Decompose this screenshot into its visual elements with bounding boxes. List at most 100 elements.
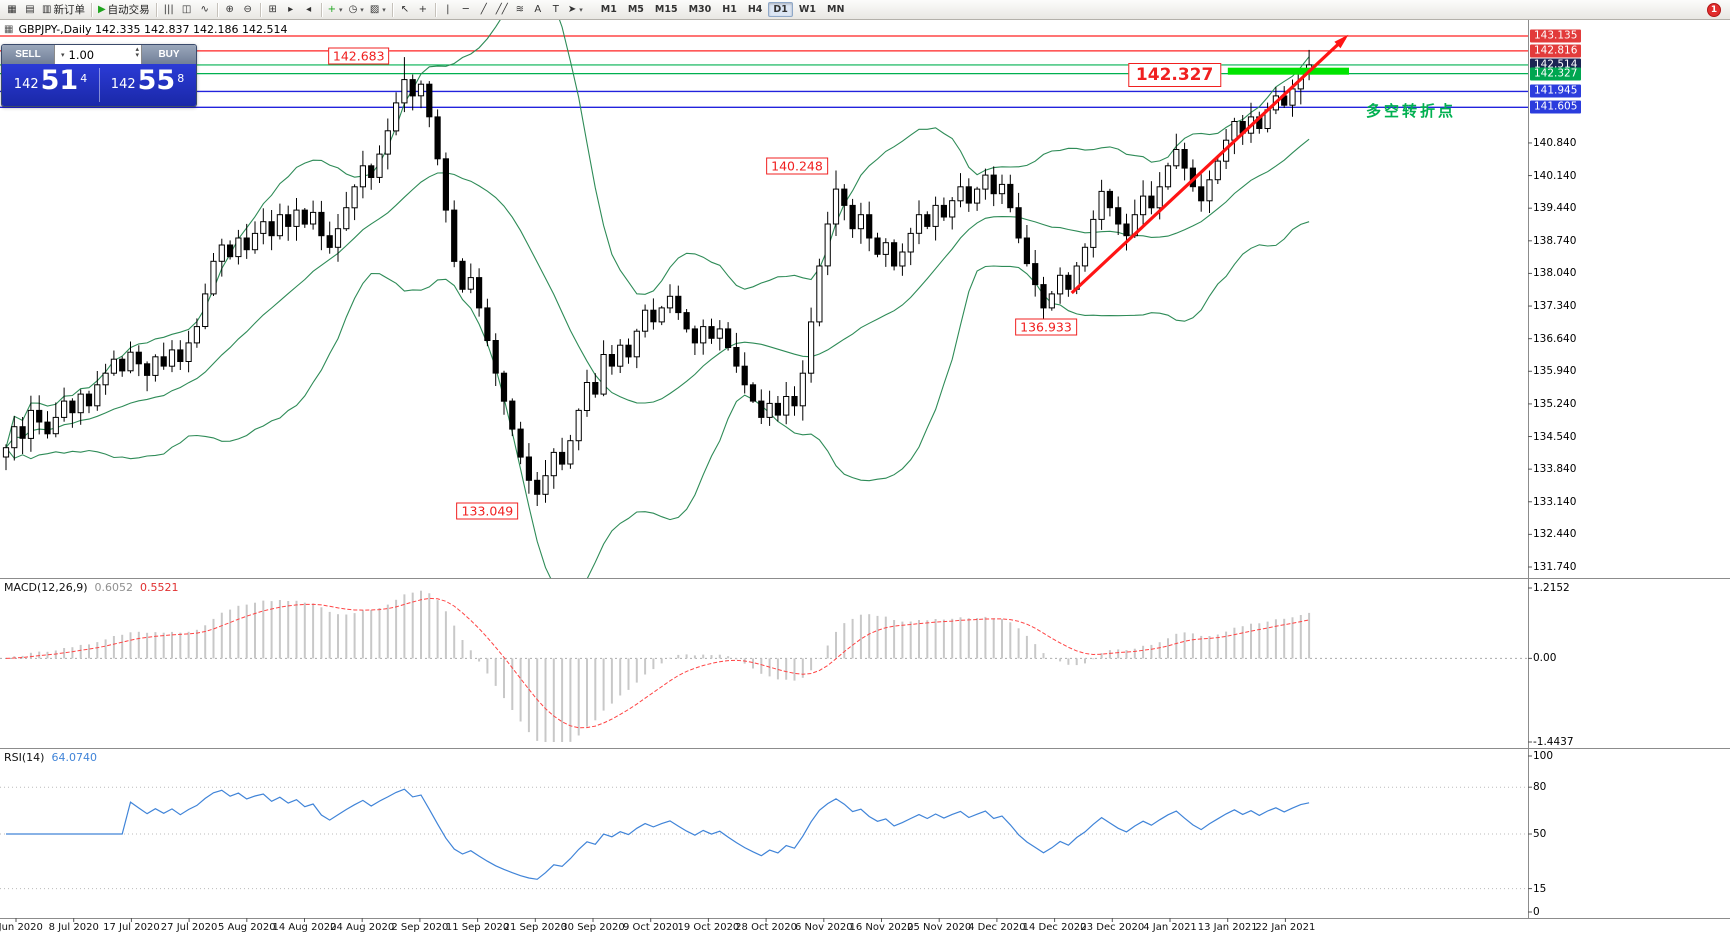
crosshair-button[interactable]: + xyxy=(414,2,432,18)
timeframe-mn[interactable]: MN xyxy=(826,4,845,15)
text-label-button[interactable]: T xyxy=(547,2,565,18)
line-chart-button[interactable]: ∿ xyxy=(196,2,214,18)
templates-icon: ▨ xyxy=(369,3,380,15)
volume-field[interactable]: ▾ 1.00 ▴ ▾ xyxy=(54,45,142,64)
timeframe-m30[interactable]: M30 xyxy=(688,4,712,15)
zoom-out-icon: ⊖ xyxy=(243,3,252,15)
sell-price-sup: 4 xyxy=(80,72,88,86)
sell-price-prefix: 142 xyxy=(13,76,39,92)
macd-label: MACD(12,26,9) 0.6052 0.5521 xyxy=(4,581,179,594)
cursor-button[interactable]: ↖ xyxy=(396,2,414,18)
new-order-button[interactable]: ▥ 新订单 xyxy=(39,2,88,18)
auto-trading-button-label: 自动交易 xyxy=(107,4,150,16)
rsi-label: RSI(14) 64.0740 xyxy=(4,751,97,764)
trade-panel-prices: 142 51 4 142 55 8 xyxy=(2,64,196,106)
macd-name: MACD(12,26,9) xyxy=(4,581,88,594)
one-click-trade-panel: SELL ▾ 1.00 ▴ ▾ BUY 142 51 4 142 55 8 xyxy=(1,44,197,107)
chart-shift-button[interactable]: ◂ xyxy=(300,2,318,18)
resistance-zone-highlight[interactable] xyxy=(1227,67,1349,75)
toolbar-separator xyxy=(320,2,322,17)
candle-chart-button[interactable]: ◫ xyxy=(178,2,196,18)
macd-main-value: 0.6052 xyxy=(94,581,134,594)
volume-up-button[interactable]: ▴ xyxy=(135,45,139,53)
rsi-value: 64.0740 xyxy=(51,751,97,764)
volume-value[interactable]: 1.00 xyxy=(68,47,95,62)
chart-tab-icon: ▦ xyxy=(4,24,14,35)
timeframe-h1[interactable]: H1 xyxy=(722,4,737,15)
quote-bar: ▦ GBPJPY-,Daily 142.335 142.837 142.186 … xyxy=(4,23,287,36)
tile-windows-button[interactable]: ⊞ xyxy=(264,2,282,18)
crosshair-icon: + xyxy=(418,3,427,15)
zoom-in-icon: ⊕ xyxy=(225,3,234,15)
toolbar-separator xyxy=(434,2,436,17)
trend-arrow-line[interactable] xyxy=(1070,36,1346,295)
candlesticks xyxy=(2,49,1313,506)
toolbar-separator xyxy=(155,2,157,17)
indicators-button[interactable]: + ▾ xyxy=(325,2,346,18)
zoom-out-button[interactable]: ⊖ xyxy=(239,2,257,18)
dropdown-caret-icon[interactable]: ▾ xyxy=(382,5,386,14)
macd-signal-line xyxy=(5,597,1310,729)
zoom-in-button[interactable]: ⊕ xyxy=(221,2,239,18)
vertical-line-icon: | xyxy=(446,3,450,15)
timeframe-m1[interactable]: M1 xyxy=(600,4,617,15)
dropdown-caret-icon[interactable]: ▾ xyxy=(579,5,583,14)
timeframe-group: M1 M5 M15 M30 H1 H4 D1 W1 MN xyxy=(596,2,850,17)
buy-price-big: 55 xyxy=(137,65,176,97)
templates-button[interactable]: ▨ ▾ xyxy=(367,2,389,18)
periods-icon: ◷ xyxy=(348,3,358,15)
timeframe-w1[interactable]: W1 xyxy=(798,4,816,15)
line-chart-icon: ∿ xyxy=(200,3,209,15)
auto-scroll-button[interactable]: ▸ xyxy=(282,2,300,18)
channel-button[interactable]: ╱╱ xyxy=(493,2,511,18)
indicators-icon: + xyxy=(327,3,337,15)
vertical-line-button[interactable]: | xyxy=(439,2,457,18)
auto-trading-button[interactable]: ▶ 自动交易 xyxy=(95,2,153,18)
macd-signal-value: 0.5521 xyxy=(140,581,179,594)
chart-shift-icon: ◂ xyxy=(306,3,312,15)
volume-spinner: ▴ ▾ xyxy=(135,45,139,59)
notification-badge[interactable]: 1 xyxy=(1707,2,1721,17)
rsi-line xyxy=(6,788,1310,880)
bar-chart-button[interactable]: ||| xyxy=(160,2,178,18)
chart-window-icon: ▦ xyxy=(7,3,17,15)
turning-point-note[interactable]: 多空转折点 xyxy=(1366,102,1457,120)
toolbar: ▦ ▤ ▥ 新订单 ▶ 自动交易 ||| ◫ ∿ ⊕ ⊖ ⊞ ▸ ◂ + ▾ ◷ ▾ ▨ ▾ ↖ + | ─ ╱ ╱╱ ≋ A T ➤ ▾ M… xyxy=(0,0,1730,20)
horizontal-line-button[interactable]: ─ xyxy=(457,2,475,18)
dropdown-caret-icon[interactable]: ▾ xyxy=(339,5,343,14)
horizontal-line-icon: ─ xyxy=(462,3,469,15)
timeframe-d1[interactable]: D1 xyxy=(768,2,793,17)
volume-down-button[interactable]: ▾ xyxy=(135,50,139,59)
rsi-name: RSI(14) xyxy=(4,751,45,764)
new-order-button-label: 新订单 xyxy=(53,4,85,16)
trendline-button[interactable]: ╱ xyxy=(475,2,493,18)
buy-price-prefix: 142 xyxy=(110,76,136,92)
chart-window-button[interactable]: ▦ xyxy=(3,2,21,18)
volume-dropdown-icon[interactable]: ▾ xyxy=(61,50,65,59)
fibonacci-icon: ≋ xyxy=(515,3,525,15)
buy-price-sup: 8 xyxy=(177,72,185,86)
quote-text: GBPJPY-,Daily 142.335 142.837 142.186 14… xyxy=(18,23,288,36)
price-divider xyxy=(99,68,100,102)
periods-button[interactable]: ◷ ▾ xyxy=(346,2,367,18)
dropdown-caret-icon[interactable]: ▾ xyxy=(360,5,364,14)
sell-price[interactable]: 142 51 4 xyxy=(2,67,99,100)
macd-histogram xyxy=(13,590,1311,742)
timeframe-m15[interactable]: M15 xyxy=(654,4,678,15)
bollinger-bands xyxy=(5,20,1310,578)
sell-button[interactable]: SELL xyxy=(2,45,54,64)
toolbar-separator xyxy=(216,2,218,17)
tick-chart-button[interactable]: ▤ xyxy=(21,2,39,18)
buy-price[interactable]: 142 55 8 xyxy=(99,65,196,100)
text-button[interactable]: A xyxy=(529,2,547,18)
bar-chart-icon: ||| xyxy=(163,3,174,15)
toolbar-separator xyxy=(391,2,393,17)
arrows-button[interactable]: ➤ ▾ xyxy=(565,2,586,18)
fibonacci-button[interactable]: ≋ xyxy=(511,2,529,18)
trendline-icon: ╱ xyxy=(480,3,487,15)
timeframe-h4[interactable]: H4 xyxy=(747,4,763,15)
arrows-icon: ➤ xyxy=(567,3,577,15)
timeframe-m5[interactable]: M5 xyxy=(627,4,644,15)
buy-button[interactable]: BUY xyxy=(142,45,196,64)
